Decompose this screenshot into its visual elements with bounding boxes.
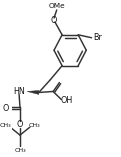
Text: Br: Br [94, 33, 102, 42]
Text: HN: HN [13, 87, 25, 96]
Polygon shape [27, 90, 39, 95]
Text: CH₃: CH₃ [29, 123, 40, 128]
Text: O: O [51, 16, 57, 25]
Text: OH: OH [60, 96, 73, 105]
Text: O: O [17, 120, 23, 129]
Text: CH₃: CH₃ [14, 148, 26, 153]
Text: CH₃: CH₃ [0, 123, 11, 128]
Text: OMe: OMe [48, 3, 65, 9]
Text: O: O [2, 104, 9, 113]
